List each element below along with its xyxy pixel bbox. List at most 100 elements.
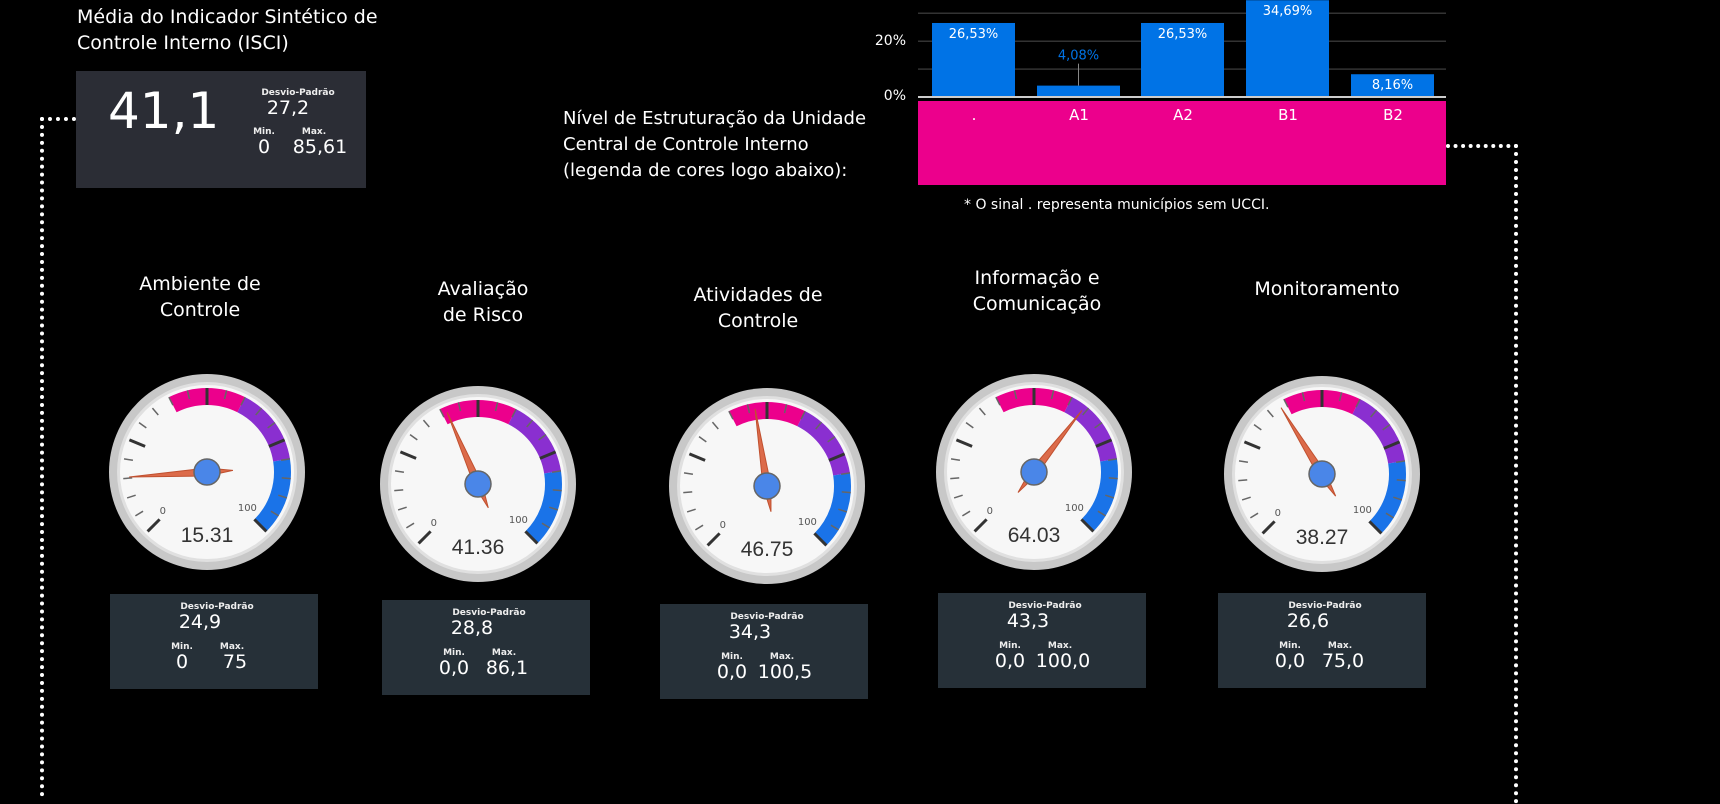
std-label: Desvio-Padrão — [180, 602, 254, 612]
connector-line-left-h — [40, 117, 76, 121]
gauge-major-tick — [813, 532, 828, 547]
gauge-minor-tick — [409, 434, 418, 441]
isci-scorecard: 41,1 Desvio-Padrão 27,2 Min. Max. 0 85,6… — [76, 71, 366, 188]
gauge-minor-tick — [123, 458, 134, 462]
gauge-min-label: 0 — [1275, 508, 1281, 519]
x-tick-label: A2 — [1173, 106, 1193, 124]
min-label: Min. — [721, 652, 743, 662]
gauge-minor-tick — [541, 522, 551, 529]
isci-title-line2: Controle Interno (ISCI) — [77, 32, 289, 54]
gauge-minor-tick — [126, 494, 136, 499]
gauge-minor-tick — [1393, 496, 1403, 501]
gauge-band-2 — [1369, 460, 1406, 534]
gauge[interactable]: 0 100 41.36 — [368, 374, 588, 594]
bar-4[interactable] — [1351, 74, 1434, 97]
gauge-minor-tick — [827, 436, 836, 443]
max-value: 75 — [222, 651, 248, 673]
x-tick-label: B2 — [1383, 106, 1403, 124]
gauge-min-label: 0 — [160, 506, 166, 517]
gauge-minor-tick — [1253, 424, 1262, 431]
gauge-title-line2: de Risco — [442, 304, 524, 326]
gauge[interactable]: 0 100 46.75 — [657, 376, 877, 596]
gauge-max-label: 100 — [798, 517, 817, 528]
gauge-band-2 — [254, 458, 291, 532]
gauge-minor-tick — [151, 407, 159, 416]
gauge-minor-tick — [746, 404, 751, 414]
gauge-value-label: 46.75 — [741, 538, 794, 561]
gauge-stats-card: Desvio-Padrão 24,9 Min. Max. 0 75 — [110, 594, 318, 689]
ucci-bar-chart: 0% 20% 26,53% 4,08% 26,53% 34,69% 8,16% . A1 A… — [0, 0, 1460, 190]
min-label: Min. — [443, 648, 465, 658]
gauge-minor-tick — [1283, 398, 1289, 408]
bar-1[interactable] — [1037, 85, 1120, 97]
x-tick-label: A1 — [1069, 106, 1089, 124]
isci-title-line1: Média do Indicador Sintético de — [77, 6, 378, 28]
gauge-stats-card: Desvio-Padrão 43,3 Min. Max. 0,0 100,0 — [938, 593, 1146, 688]
ucci-label: Nível de Estruturação da Unidade Central… — [563, 106, 866, 184]
gauge-minor-tick — [526, 419, 534, 428]
isci-std-value: 27,2 — [266, 97, 310, 119]
gauge-minor-tick — [538, 434, 547, 441]
max-value: 86,1 — [485, 657, 529, 679]
gauge-max-label: 100 — [1353, 505, 1372, 516]
gauge-title-line1: Monitoramento — [1254, 278, 1400, 300]
gauge-minor-tick — [394, 470, 405, 474]
gauge-value-label: 38.27 — [1296, 526, 1349, 549]
gauge[interactable]: 0 100 64.03 — [924, 362, 1144, 582]
gauge-band-2 — [814, 472, 851, 546]
gauge-title: Avaliação de Risco — [353, 276, 613, 328]
data-label-3: 34,69% — [1263, 4, 1313, 19]
gauge-hub — [1308, 460, 1336, 488]
gauge[interactable]: 0 100 15.31 — [97, 362, 317, 582]
gauge-minor-tick — [134, 510, 144, 517]
gauge-title-line1: Informação e — [974, 267, 1100, 289]
std-value: 28,8 — [450, 617, 494, 639]
max-value: 75,0 — [1321, 650, 1365, 672]
gauge-minor-tick — [1050, 390, 1055, 400]
gauge-minor-tick — [1301, 392, 1306, 402]
gauge-minor-tick — [698, 436, 707, 443]
gauge-minor-tick — [270, 510, 280, 517]
gauge-minor-tick — [783, 404, 788, 414]
gauge-minor-tick — [1370, 409, 1378, 418]
gauge-minor-tick — [1266, 409, 1274, 418]
bar-3[interactable] — [1246, 0, 1329, 98]
gauge-minor-tick — [551, 470, 562, 474]
gauge-major-tick — [128, 438, 146, 448]
gauge-major-tick — [1243, 440, 1261, 450]
bar-0[interactable] — [932, 22, 1015, 97]
gauge-band-1 — [1064, 397, 1117, 462]
x-tick-label: B1 — [1278, 106, 1298, 124]
gauge-minor-tick — [494, 402, 499, 412]
gauge-value-label: 64.03 — [1008, 524, 1061, 547]
gauge-minor-tick — [1107, 458, 1118, 462]
gauge-minor-tick — [1249, 512, 1259, 519]
data-label-1: 4,08% — [1058, 49, 1099, 64]
std-value: 43,3 — [1006, 610, 1050, 632]
bar-2[interactable] — [1141, 22, 1224, 97]
gauge-major-tick — [268, 438, 286, 448]
max-label: Max. — [219, 642, 245, 652]
gauge-minor-tick — [281, 477, 291, 480]
gauge-minor-tick — [439, 408, 445, 418]
gauge-major-tick — [524, 530, 539, 545]
gauge-title-line1: Avaliação — [437, 278, 529, 300]
gauge-minor-tick — [978, 407, 986, 416]
std-value: 24,9 — [178, 611, 222, 633]
gauge-minor-tick — [138, 422, 147, 429]
isci-max-label: Max. — [301, 127, 327, 137]
gauge-value-label: 41.36 — [452, 536, 505, 559]
gauge-minor-tick — [1238, 479, 1248, 482]
gauge-minor-tick — [1097, 510, 1107, 517]
gauge-minor-tick — [840, 472, 851, 476]
gauge-minor-tick — [1082, 407, 1090, 416]
gauge-minor-tick — [267, 422, 276, 429]
gauge-minor-tick — [800, 410, 806, 420]
gauge-major-tick — [688, 452, 706, 462]
gauge-major-tick — [1261, 520, 1276, 535]
gauge-title: Monitoramento — [1197, 276, 1457, 302]
gauge[interactable]: 0 100 38.27 — [1212, 364, 1432, 584]
gauge-hub — [464, 470, 492, 498]
std-label: Desvio-Padrão — [1008, 601, 1082, 611]
gauge-minor-tick — [1238, 460, 1249, 464]
